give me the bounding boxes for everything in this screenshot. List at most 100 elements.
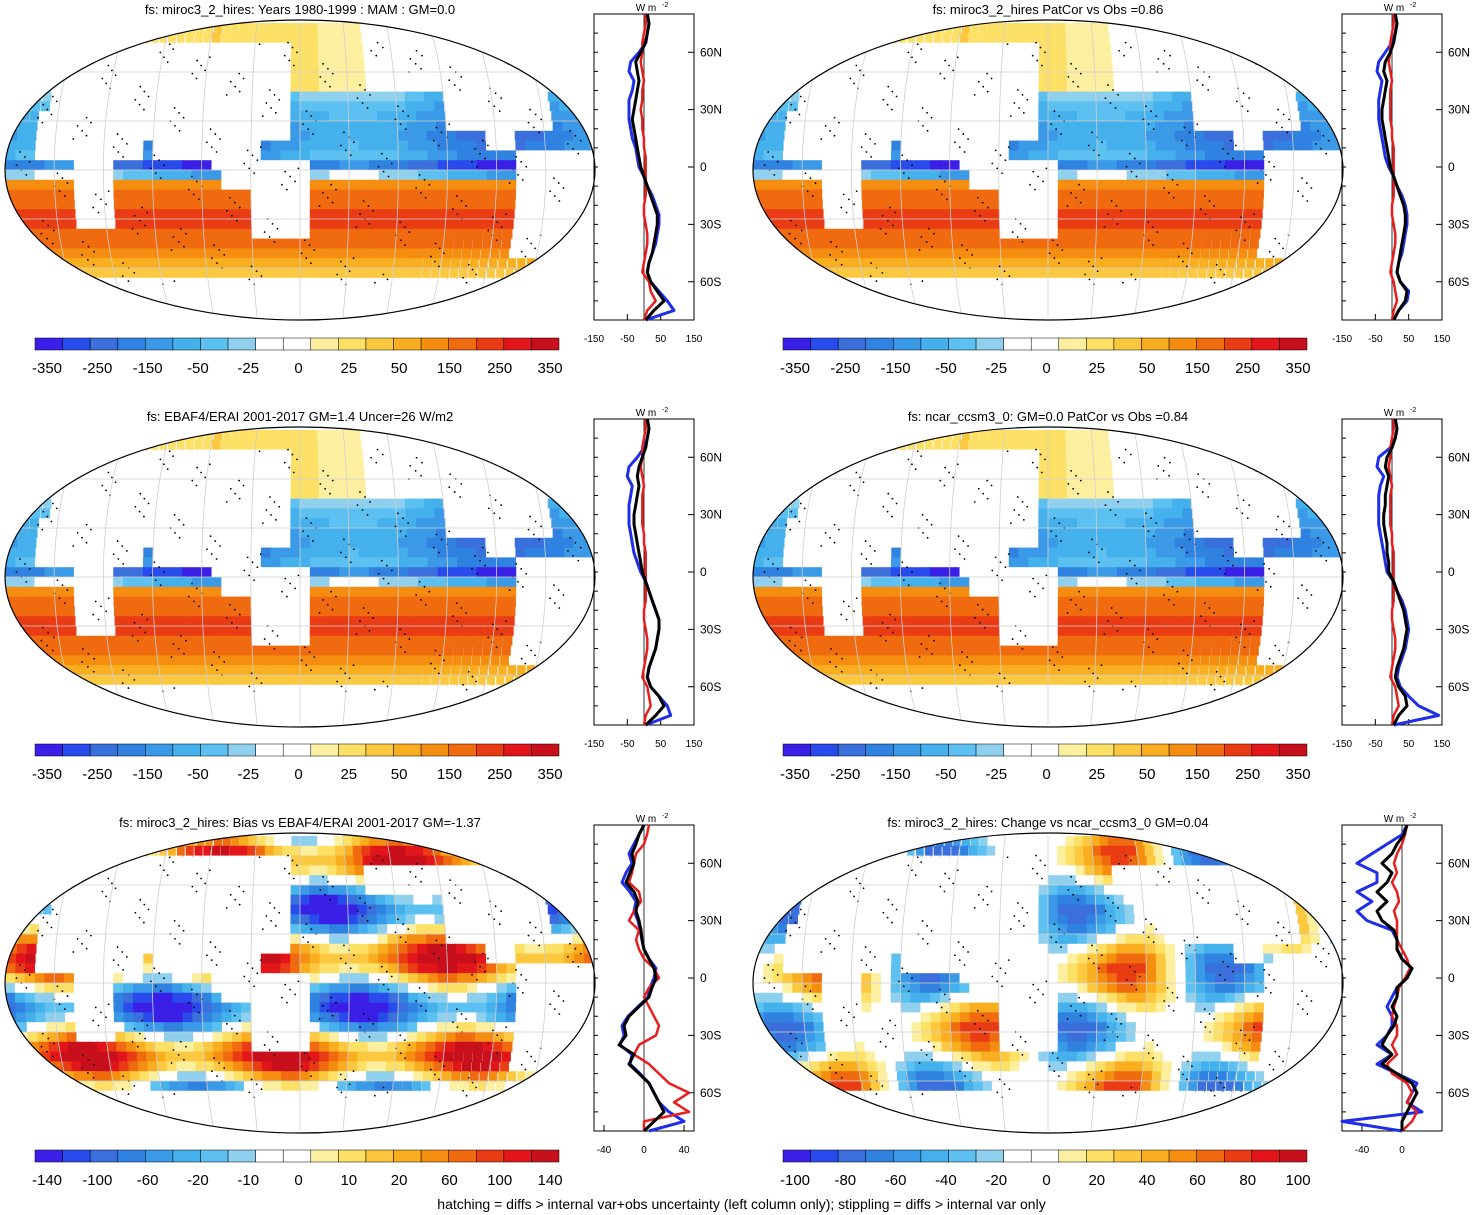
world-map (4, 426, 596, 728)
colorbar-swatch (1058, 337, 1087, 351)
colorbar-swatch (282, 743, 312, 757)
colorbar-label: 100 (487, 1172, 512, 1189)
unit-label: W m (1384, 814, 1405, 825)
colorbar-swatch (1086, 743, 1115, 757)
unit-label: W m (1384, 3, 1405, 14)
map-border (4, 426, 596, 728)
map-title: fs: miroc3_2_hires: Change vs ncar_ccsm3… (887, 815, 1209, 830)
colorbar-label: -150 (133, 766, 163, 783)
colorbar-label: -20 (985, 1172, 1007, 1189)
zonal-mean-profile: W m -2 60N 30N 0 30S 60S -150 -50 50 150 (584, 2, 722, 345)
colorbar-label: 25 (1088, 360, 1105, 377)
colorbar-label: -25 (985, 766, 1007, 783)
colorbar-label: 50 (1139, 766, 1156, 783)
world-map (4, 19, 596, 321)
colorbar-swatch (893, 337, 922, 351)
colorbar-swatch (865, 743, 894, 757)
x-tick-label: -40 (597, 1145, 612, 1156)
colorbar-label: 0 (1042, 360, 1050, 377)
x-tick-label: 150 (686, 334, 703, 345)
x-tick-label: -50 (1368, 739, 1383, 750)
colorbar-label: 250 (487, 360, 512, 377)
colorbar-swatch (1030, 337, 1060, 351)
lat-label: 30N (1448, 508, 1470, 522)
colorbar-label: -50 (187, 360, 209, 377)
x-tick-label: -50 (620, 739, 635, 750)
colorbar-swatch (117, 1149, 146, 1163)
map-border (752, 19, 1344, 321)
colorbar-swatch (1224, 743, 1253, 757)
lat-label: 60N (700, 45, 722, 59)
lat-label: 30S (1448, 217, 1469, 231)
colorbar-swatch (1058, 743, 1087, 757)
lat-label: 60S (1448, 275, 1469, 289)
colorbar-swatch (448, 743, 477, 757)
colorbar-swatch (420, 1149, 449, 1163)
colorbar-swatch (503, 743, 532, 757)
colorbar-swatch (1196, 337, 1225, 351)
map-border (752, 832, 1344, 1134)
colorbar-label: -100 (82, 1172, 112, 1189)
colorbar-swatch (1279, 1149, 1308, 1163)
colorbar-label: -60 (885, 1172, 907, 1189)
map-title: fs: miroc3_2_hires: Years 1980-1999 : MA… (144, 2, 456, 17)
lat-label: 30N (700, 508, 722, 522)
unit-superscript: -2 (662, 813, 668, 820)
colorbar: -100 -80 -60 -40 -20 0 20 40 60 80 100 (780, 1149, 1311, 1189)
colorbar-swatch (1003, 743, 1032, 757)
x-tick-label: -150 (584, 739, 604, 750)
colorbar-swatch (1168, 1149, 1197, 1163)
colorbar-swatch (810, 1149, 839, 1163)
colorbar-swatch (948, 1149, 977, 1163)
colorbar-label: 350 (538, 360, 563, 377)
colorbar-label: 350 (538, 766, 563, 783)
unit-superscript: -2 (1410, 2, 1416, 9)
lat-label: 30S (700, 217, 721, 231)
lat-label: 60S (1448, 680, 1469, 694)
blue-profile-line (1340, 824, 1424, 1133)
x-tick-label: 150 (1434, 739, 1451, 750)
colorbar-swatch (89, 743, 118, 757)
colorbar-label: 50 (391, 766, 408, 783)
lat-label: 0 (700, 971, 707, 985)
colorbar: -350 -250 -150 -50 -25 0 25 50 150 250 350 (780, 743, 1311, 783)
colorbar-swatch (338, 337, 367, 351)
colorbar-label: 50 (391, 360, 408, 377)
colorbar-swatch (89, 337, 118, 351)
colorbar-swatch (837, 743, 866, 757)
x-tick-label: 0 (1399, 1145, 1405, 1156)
colorbar-label: 60 (441, 1172, 458, 1189)
x-tick-label: -150 (1332, 334, 1352, 345)
colorbar-swatch (1003, 337, 1032, 351)
lat-label: 30N (1448, 914, 1470, 928)
colorbar-label: 150 (1185, 360, 1210, 377)
colorbar-swatch (1196, 743, 1225, 757)
colorbar-label: 25 (340, 360, 357, 377)
colorbar-swatch (531, 337, 560, 351)
colorbar-swatch (393, 337, 422, 351)
colorbar-swatch (310, 337, 339, 351)
lat-label: 60N (1448, 856, 1470, 870)
colorbar-swatch (1113, 337, 1142, 351)
zonal-mean-profile: W m -2 60N 30N 0 30S 60S -40 0 40 (593, 813, 722, 1156)
colorbar-swatch (920, 743, 949, 757)
colorbar-swatch (476, 1149, 505, 1163)
colorbar-swatch (865, 1149, 894, 1163)
black-profile-line (1380, 13, 1409, 321)
colorbar-swatch (920, 337, 949, 351)
unit-label: W m (636, 3, 657, 14)
colorbar-swatch (227, 743, 256, 757)
colorbar-swatch (172, 743, 201, 757)
black-profile-line (1375, 824, 1419, 1131)
colorbar-label: -100 (780, 1172, 810, 1189)
colorbar-swatch (145, 337, 174, 351)
field-layer (5, 430, 595, 726)
colorbar-swatch (1168, 743, 1197, 757)
lat-label: 30S (1448, 622, 1469, 636)
colorbar-swatch (782, 337, 811, 351)
lat-label: 60S (700, 275, 721, 289)
lat-label: 30S (700, 1028, 721, 1042)
colorbar-swatch (282, 1149, 312, 1163)
colorbar-label: 350 (1286, 766, 1311, 783)
colorbar-swatch (338, 743, 367, 757)
